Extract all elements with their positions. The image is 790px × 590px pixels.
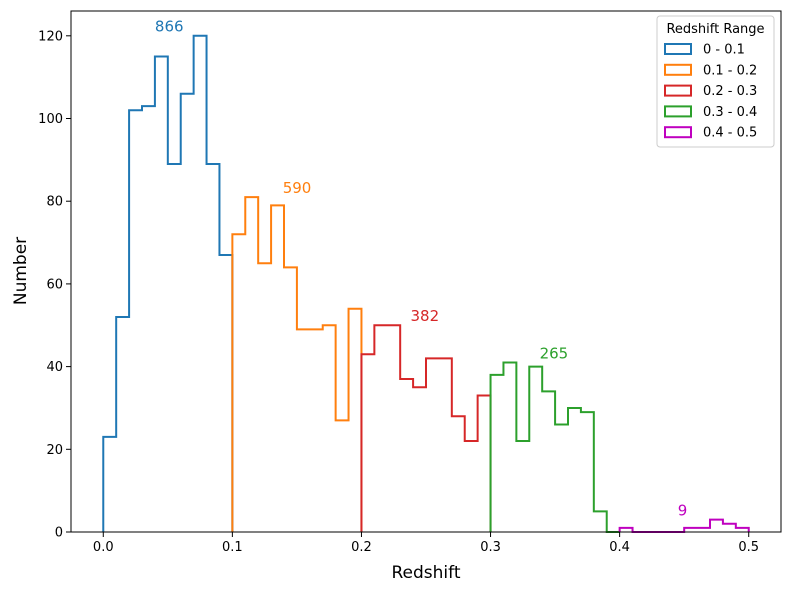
plot-frame <box>70 10 782 533</box>
legend-swatch-3 <box>664 84 692 97</box>
x-tick-label: 0.3 <box>480 540 501 555</box>
x-tick-label: 0.5 <box>738 540 759 555</box>
y-tick-label: 60 <box>46 277 63 292</box>
x-tick-label: 0.1 <box>222 540 243 555</box>
legend-items: 0 - 0.1 0.1 - 0.2 0.2 - 0.3 0.3 - 0.4 0.4 - … <box>664 43 757 141</box>
y-tick-label: 0 <box>55 526 63 541</box>
count-label-4: 265 <box>540 344 569 362</box>
count-label-1: 866 <box>155 18 184 36</box>
legend-swatch-1 <box>664 43 692 55</box>
histogram-series-3 <box>360 324 492 532</box>
histogram-series-1 <box>102 34 234 532</box>
histogram-series-5 <box>618 518 750 533</box>
y-axis-ticks: 0 20 40 60 80 100 120 <box>38 29 71 541</box>
x-tick-label: 0.4 <box>609 540 630 555</box>
count-label-3: 382 <box>411 307 440 325</box>
histogram-series-4 <box>489 361 620 533</box>
count-label-5: 9 <box>678 501 688 519</box>
count-annotations: 866 590 382 265 9 <box>155 18 687 520</box>
x-axis-ticks: 0.0 0.1 0.2 0.3 0.4 0.5 <box>93 532 759 555</box>
legend-swatch-5 <box>664 126 692 139</box>
legend-frame <box>656 15 775 148</box>
y-tick-label: 100 <box>38 112 63 127</box>
legend-title: Redshift Range <box>666 22 764 37</box>
y-tick-label: 20 <box>46 443 63 458</box>
y-tick-label: 40 <box>46 360 63 375</box>
legend-label-4: 0.3 - 0.4 <box>703 105 757 120</box>
x-tick-label: 0.0 <box>93 540 114 555</box>
count-label-2: 590 <box>283 179 312 197</box>
y-axis-title: Number <box>11 237 31 305</box>
legend-label-3: 0.2 - 0.3 <box>703 84 757 99</box>
legend-label-2: 0.1 - 0.2 <box>703 63 757 78</box>
histogram-series-2 <box>231 196 363 532</box>
y-tick-label: 120 <box>38 29 63 44</box>
y-tick-label: 80 <box>46 195 63 210</box>
legend: Redshift Range 0 - 0.1 0.1 - 0.2 0.2 - 0.3… <box>656 15 775 148</box>
legend-swatch-4 <box>664 105 692 118</box>
legend-label-5: 0.4 - 0.5 <box>703 126 757 141</box>
x-axis-title: Redshift <box>391 563 460 583</box>
legend-swatch-2 <box>664 63 692 76</box>
x-tick-label: 0.2 <box>351 540 372 555</box>
series-layer <box>102 34 750 533</box>
legend-label-1: 0 - 0.1 <box>703 43 745 58</box>
